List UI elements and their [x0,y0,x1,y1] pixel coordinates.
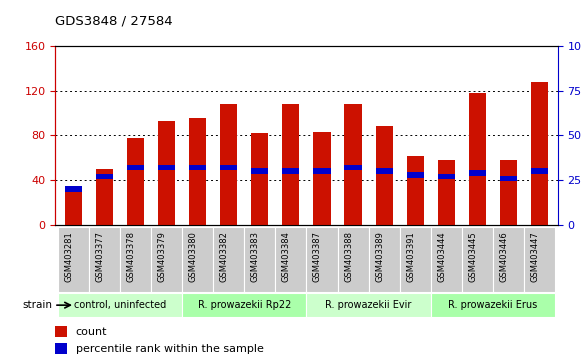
Bar [89,227,120,292]
Bar [282,169,299,174]
Bar [182,227,213,292]
Bar [189,165,206,170]
Bar [345,104,361,225]
Bar [375,169,393,174]
Bar [58,227,89,292]
Bar [500,160,517,225]
Bar [307,227,338,292]
Bar [523,227,555,292]
Bar [431,293,555,317]
Bar [437,160,454,225]
Bar [182,293,307,317]
Text: GSM403387: GSM403387 [313,231,322,282]
Bar [461,227,493,292]
Bar [345,165,361,170]
Bar [468,170,486,176]
Text: GDS3848 / 27584: GDS3848 / 27584 [55,14,173,27]
Bar [58,293,182,317]
Bar [152,227,182,292]
Bar [407,155,424,225]
Text: GSM403378: GSM403378 [127,231,136,282]
Text: GSM403281: GSM403281 [65,231,74,282]
Bar [314,169,331,174]
Bar [252,169,268,174]
Bar [314,132,331,225]
Bar [120,227,152,292]
Bar [65,191,83,225]
Text: GSM403380: GSM403380 [189,231,198,282]
Text: GSM403377: GSM403377 [96,231,105,282]
Bar [307,293,431,317]
Text: percentile rank within the sample: percentile rank within the sample [76,344,263,354]
Bar [431,227,461,292]
Bar [127,138,145,225]
Bar [338,227,368,292]
Bar [159,165,175,170]
Bar [437,174,454,179]
Bar [220,165,238,170]
Bar [220,104,238,225]
Bar [252,133,268,225]
Bar [493,227,523,292]
Text: GSM403445: GSM403445 [468,231,477,282]
Text: GSM403388: GSM403388 [344,231,353,282]
Bar [159,121,175,225]
Text: GSM403391: GSM403391 [406,231,415,282]
Text: GSM403384: GSM403384 [282,231,291,282]
Text: GSM403389: GSM403389 [375,231,384,282]
Bar [400,227,431,292]
Bar [189,118,206,225]
Text: GSM403444: GSM403444 [437,231,446,282]
Bar [127,165,145,170]
Bar [500,176,517,181]
Bar [368,227,400,292]
Text: GSM403447: GSM403447 [530,231,539,282]
Bar [375,126,393,225]
Text: R. prowazekii Erus: R. prowazekii Erus [448,300,537,310]
Bar [275,227,307,292]
Bar [65,186,83,192]
Bar [55,326,66,337]
Bar [96,169,113,225]
Bar [468,93,486,225]
Text: GSM403379: GSM403379 [158,231,167,282]
Bar [530,82,548,225]
Bar [96,174,113,179]
Text: control, uninfected: control, uninfected [74,300,167,310]
Text: GSM403383: GSM403383 [251,231,260,282]
Text: GSM403446: GSM403446 [499,231,508,282]
Text: GSM403382: GSM403382 [220,231,229,282]
Bar [530,169,548,174]
Text: count: count [76,327,107,337]
Text: strain: strain [22,300,52,310]
Bar [282,104,299,225]
Text: R. prowazekii Evir: R. prowazekii Evir [325,300,412,310]
Bar [407,172,424,177]
Bar [245,227,275,292]
Text: R. prowazekii Rp22: R. prowazekii Rp22 [198,300,291,310]
Bar [213,227,245,292]
Bar [55,343,66,354]
